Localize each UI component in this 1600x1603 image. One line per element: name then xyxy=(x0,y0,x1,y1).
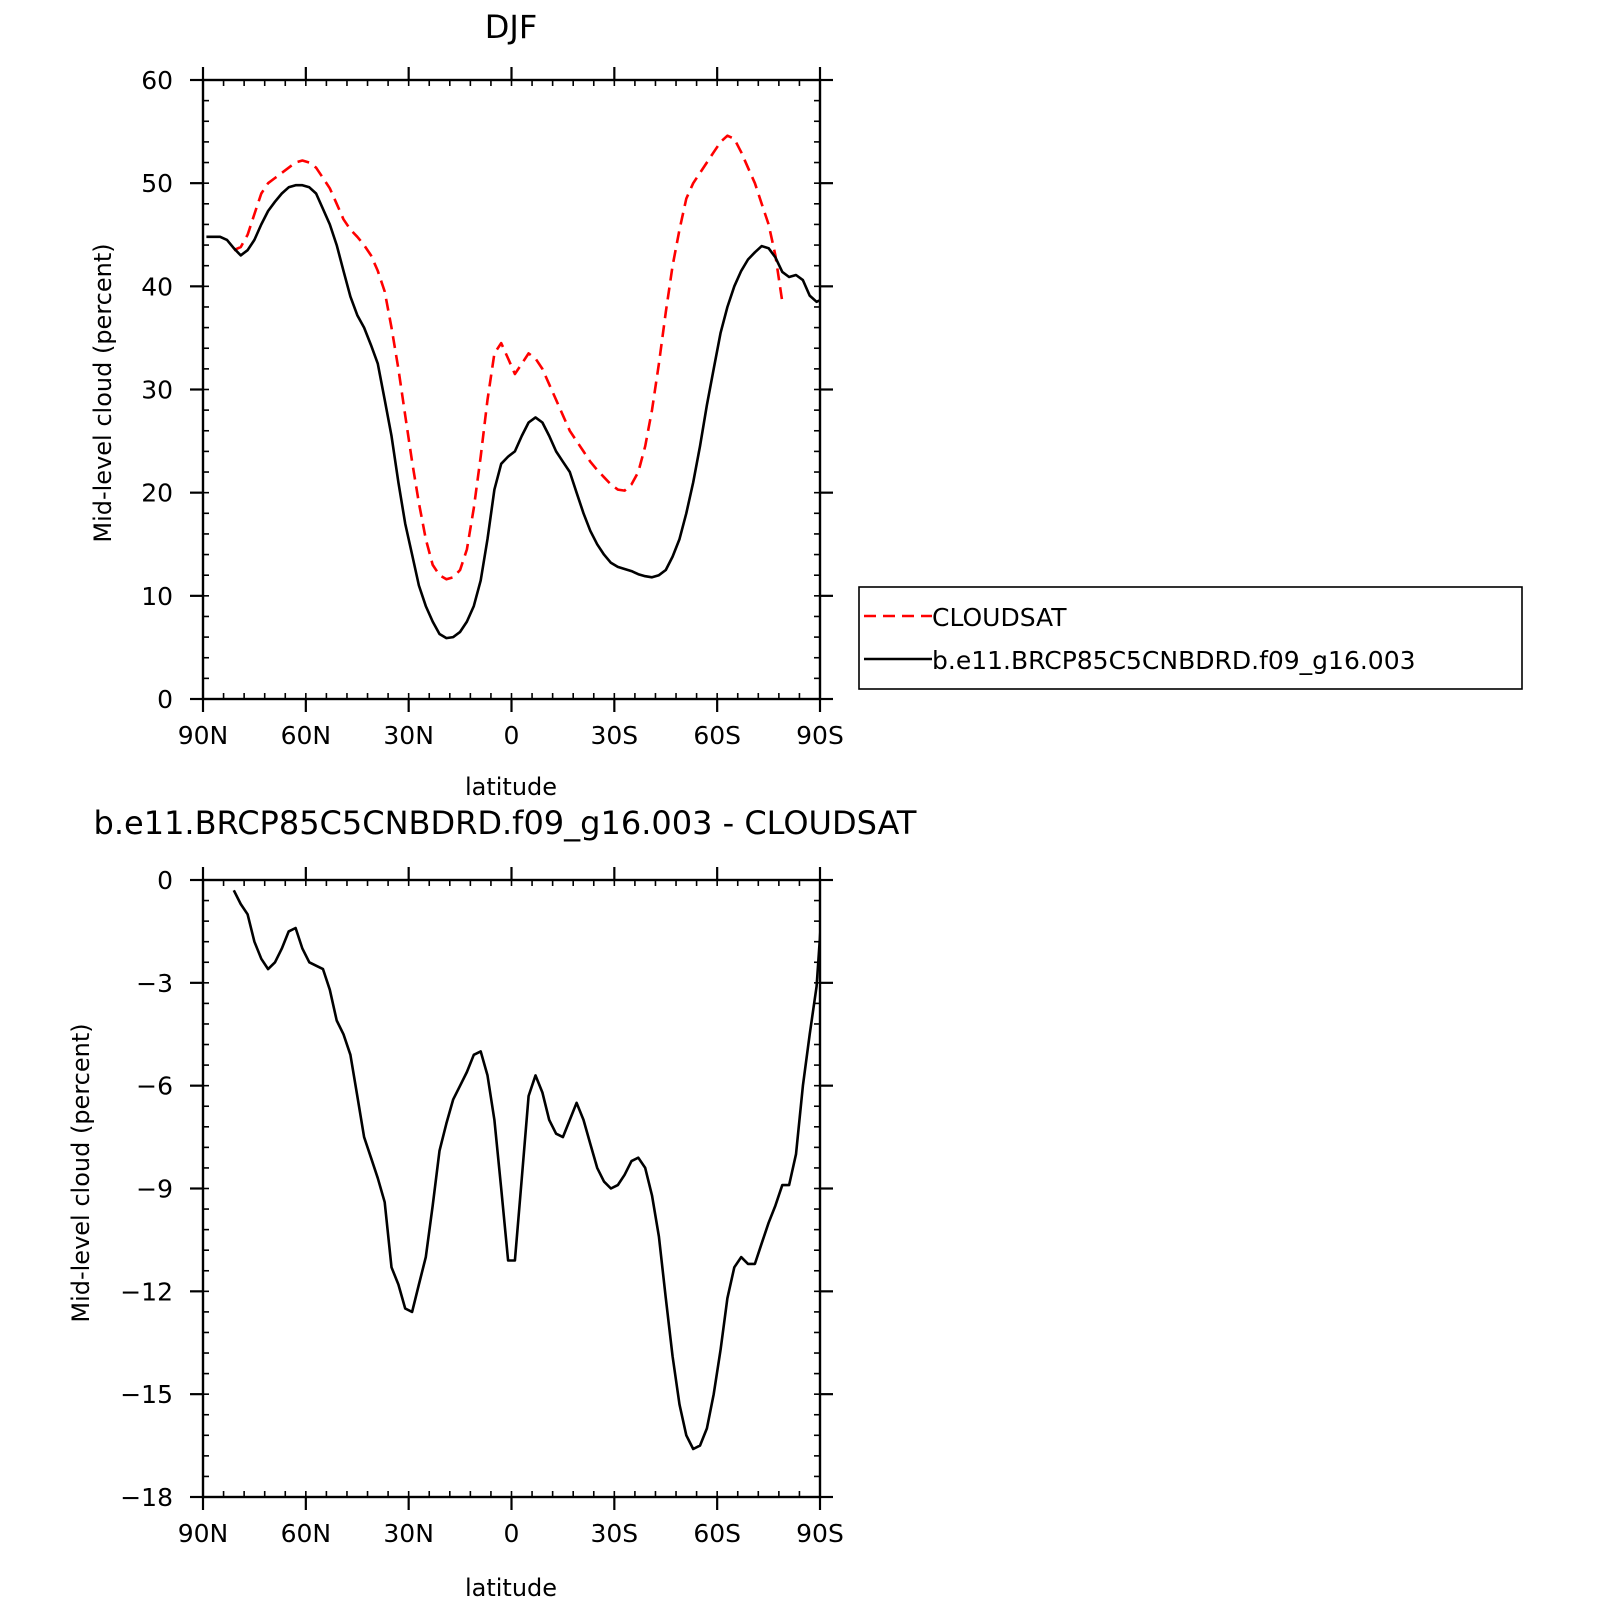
legend-box xyxy=(858,586,1523,690)
top-y-axis-label: Mid-level cloud (percent) xyxy=(89,243,117,542)
top-y-tick-label: 0 xyxy=(157,685,173,714)
top-y-tick-label: 60 xyxy=(141,66,173,95)
bottom-y-tick-label: 0 xyxy=(157,866,173,895)
top-y-tick-label: 40 xyxy=(141,272,173,301)
legend-label-model: b.e11.BRCP85C5CNBDRD.f09_g16.003 xyxy=(932,646,1416,675)
bottom-x-axis-label: latitude xyxy=(465,1574,557,1602)
bottom-y-tick-label: −15 xyxy=(120,1380,173,1409)
top-y-tick-label: 30 xyxy=(141,376,173,405)
bottom-y-tick-label: −12 xyxy=(120,1277,173,1306)
bottom-x-tick-label: 30S xyxy=(590,1519,638,1548)
bottom-plot-frame xyxy=(201,878,822,1499)
bottom-x-tick-label: 60S xyxy=(693,1519,741,1548)
top-x-axis-label: latitude xyxy=(465,773,557,801)
bottom-y-tick-label: −9 xyxy=(136,1175,173,1204)
bottom-x-tick-label: 90S xyxy=(796,1519,844,1548)
bottom-y-tick-label: −18 xyxy=(120,1483,173,1512)
top-plot-frame xyxy=(201,78,822,701)
top-y-tick-label: 50 xyxy=(141,169,173,198)
top-x-tick-label: 0 xyxy=(504,721,520,750)
top-plot-area: 90N 60N 30N 0 30S 60S 90S 0 10 20 30 40 50 60 xyxy=(141,66,844,750)
bottom-x-tick-label: 0 xyxy=(504,1519,520,1548)
bottom-panel: b.e11.BRCP85C5CNBDRD.f09_g16.003 - CLOUD… xyxy=(67,804,917,1602)
top-x-tick-label: 30N xyxy=(383,721,434,750)
top-series-line-1 xyxy=(206,183,820,640)
bottom-series-line-0 xyxy=(232,889,820,1451)
top-panel: DJF 90N 60N 30N 0 30S 60S 90S 0 10 20 30 40 50 60 lat… xyxy=(89,8,844,801)
top-x-tick-label: 60N xyxy=(281,721,332,750)
top-series-line-0 xyxy=(233,134,784,581)
legend: CLOUDSAT b.e11.BRCP85C5CNBDRD.f09_g16.00… xyxy=(858,586,1523,690)
bottom-x-tick-label: 30N xyxy=(383,1519,434,1548)
top-x-tick-label: 60S xyxy=(693,721,741,750)
top-x-tick-label: 90N xyxy=(178,721,229,750)
bottom-x-tick-label: 60N xyxy=(281,1519,332,1548)
bottom-y-tick-label: −3 xyxy=(136,969,173,998)
bottom-x-tick-label: 90N xyxy=(178,1519,229,1548)
top-chart-title: DJF xyxy=(485,8,537,46)
bottom-y-axis-label: Mid-level cloud (percent) xyxy=(67,1023,95,1322)
legend-label-cloudsat: CLOUDSAT xyxy=(932,603,1067,632)
bottom-plot-area: 90N 60N 30N 0 30S 60S 90S −18 −15 −12 −9 −6 −3 0 xyxy=(120,866,844,1548)
top-x-tick-label: 30S xyxy=(590,721,638,750)
top-x-tick-label: 90S xyxy=(796,721,844,750)
bottom-y-tick-label: −6 xyxy=(136,1072,173,1101)
top-y-tick-label: 20 xyxy=(141,479,173,508)
bottom-chart-title: b.e11.BRCP85C5CNBDRD.f09_g16.003 - CLOUD… xyxy=(94,804,917,842)
top-y-tick-label: 10 xyxy=(141,582,173,611)
